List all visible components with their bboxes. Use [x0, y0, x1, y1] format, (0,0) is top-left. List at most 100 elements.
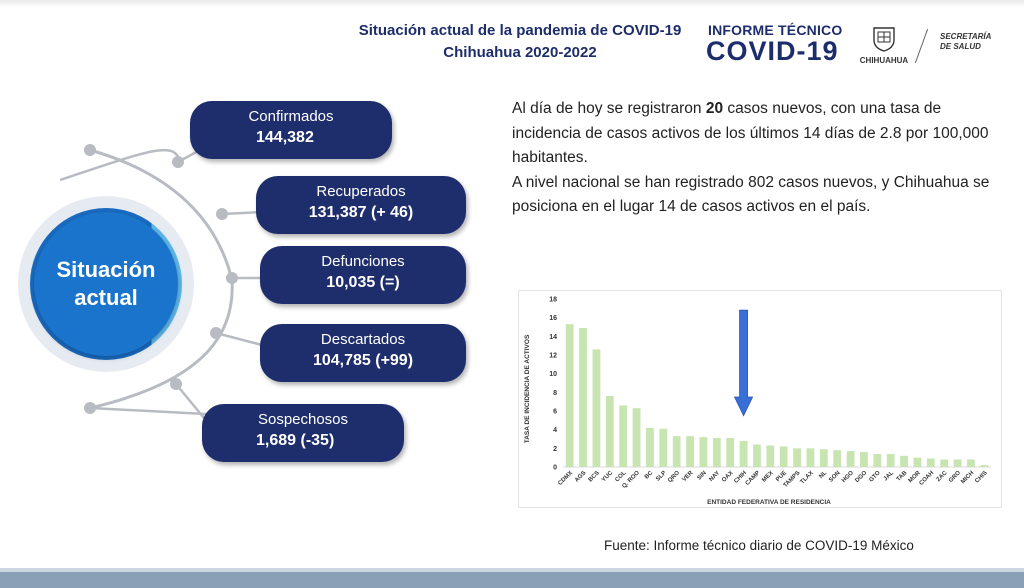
x-tick-label: SIN	[697, 470, 708, 481]
bar-mor	[913, 457, 922, 467]
highlight-arrow-icon	[733, 309, 754, 417]
bar-pue	[779, 446, 788, 467]
x-tick-label: YUC	[601, 470, 615, 484]
x-axis-label: ENTIDAD FEDERATIVA DE RESIDENCIA	[707, 499, 831, 506]
x-tick-label: JAL	[883, 470, 895, 482]
stat-value: 131,387 (+ 46)	[308, 204, 414, 221]
bar-sin	[699, 437, 708, 467]
x-tick-label: VER	[682, 470, 695, 483]
secretaria-logo: SECRETARÍA DE SALUD	[940, 32, 991, 52]
chihuahua-seal-icon	[873, 27, 895, 52]
y-tick-label: 10	[549, 371, 557, 378]
x-tick-label: TAB	[896, 470, 909, 483]
summary-p1-before: Al día de hoy se registraron	[512, 100, 706, 117]
connector-dot	[210, 327, 222, 339]
bar-nl	[819, 449, 828, 467]
connector-dot	[226, 272, 238, 284]
x-tick-label: BC	[644, 470, 655, 481]
bar-hgo	[846, 451, 855, 467]
stat-defunciones: Defunciones 10,035 (=)	[260, 246, 466, 304]
bottom-band	[0, 572, 1024, 588]
bar-mich	[967, 459, 975, 467]
bar-dgo	[860, 452, 868, 467]
circle-line-1: Situación	[56, 257, 156, 282]
y-tick-label: 14	[549, 334, 557, 341]
stat-label: Descartados	[320, 331, 406, 348]
x-tick-label: TLAX	[800, 470, 815, 485]
stat-value: 104,785 (+99)	[312, 352, 414, 369]
x-tick-label: CDMX	[557, 470, 574, 487]
bar-yuc	[605, 396, 614, 467]
bar-zac	[940, 459, 949, 467]
stat-sospechosos: Sospechosos 1,689 (-35)	[202, 404, 404, 462]
y-tick-label: 2	[553, 446, 557, 453]
bar-gro	[953, 459, 962, 467]
stat-label: Sospechosos	[257, 411, 349, 428]
x-tick-label: OAX	[721, 470, 734, 483]
connector-dot	[216, 208, 228, 220]
bar-oax	[726, 438, 735, 467]
connector-dot	[172, 156, 184, 168]
page-title: Situación actual de la pandemia de COVID…	[330, 20, 710, 64]
situacion-actual-circle: Situación actual	[34, 212, 178, 356]
x-tick-label: ZAC	[936, 470, 949, 483]
connector-dot	[170, 378, 182, 390]
bottom-band-light	[0, 568, 1024, 572]
y-tick-label: 0	[553, 465, 557, 472]
x-tick-label: NAY	[708, 470, 721, 483]
summary-paragraph-2: A nivel nacional se han registrado 802 c…	[512, 173, 990, 216]
bar-qro	[672, 436, 681, 467]
y-tick-label: 6	[553, 409, 557, 416]
x-tick-label: MICH	[960, 470, 975, 485]
bar-ver	[686, 436, 694, 467]
stat-label: Defunciones	[321, 253, 405, 270]
bar-cdmx	[565, 324, 574, 467]
source-note: Fuente: Informe técnico diario de COVID-…	[604, 538, 914, 553]
bar-tab	[900, 455, 908, 467]
bar-slp	[659, 428, 668, 467]
connector-dot	[84, 402, 96, 414]
x-tick-label: CHIS	[974, 470, 988, 484]
bar-jal	[886, 453, 895, 467]
stat-value: 10,035 (=)	[326, 274, 400, 291]
bar-tamps	[793, 448, 801, 467]
y-tick-label: 18	[549, 297, 557, 304]
x-tick-label: COAH	[918, 470, 935, 487]
stat-descartados: Descartados 104,785 (+99)	[260, 324, 466, 382]
bar-mex	[766, 445, 775, 467]
x-tick-label: AGS	[574, 470, 587, 483]
y-axis-label: TASA DE INCIDENCIA DE ACTIVOS	[524, 334, 531, 443]
x-tick-label: DGO	[854, 470, 868, 484]
x-tick-label: SLP	[655, 470, 667, 482]
bar-chis	[980, 465, 989, 467]
y-tick-label: 12	[549, 353, 557, 360]
summary-paragraph-1: Al día de hoy se registraron 20 casos nu…	[512, 97, 992, 171]
x-tick-label: NL	[818, 470, 828, 480]
y-tick-label: 16	[549, 315, 557, 322]
stat-confirmados: Confirmados 144,382	[190, 101, 392, 159]
incidence-chart: TASA DE INCIDENCIA DE ACTIVOS ENTIDAD FE…	[518, 290, 1002, 508]
y-tick-label: 4	[553, 427, 557, 434]
circle-line-2: actual	[74, 285, 138, 310]
bar-bcs	[592, 349, 601, 467]
x-tick-label: MEX	[761, 470, 774, 483]
seal-label: CHIHUAHUA	[859, 56, 909, 65]
bar-tlax	[806, 448, 815, 467]
bar-nay	[712, 438, 721, 467]
stat-value: 144,382	[256, 129, 314, 146]
y-tick-label: 8	[553, 390, 557, 397]
incidence-bar-chart: TASA DE INCIDENCIA DE ACTIVOS ENTIDAD FE…	[524, 297, 991, 506]
x-tick-label: GTO	[868, 470, 882, 484]
new-cases-count: 20	[705, 100, 724, 117]
bar-col	[619, 405, 628, 467]
informe-tecnico-label: INFORME TÉCNICO	[708, 22, 843, 38]
summary-text: Al día de hoy se registraron 20 casos nu…	[512, 97, 992, 220]
covid-19-label: COVID-19	[706, 36, 839, 66]
stat-recuperados: Recuperados 131,387 (+ 46)	[256, 176, 466, 234]
x-tick-label: CAMP	[745, 470, 762, 487]
secretaria-line-1: SECRETARÍA	[940, 32, 992, 41]
x-tick-label: BCS	[588, 470, 601, 483]
bar-bc	[646, 427, 654, 467]
